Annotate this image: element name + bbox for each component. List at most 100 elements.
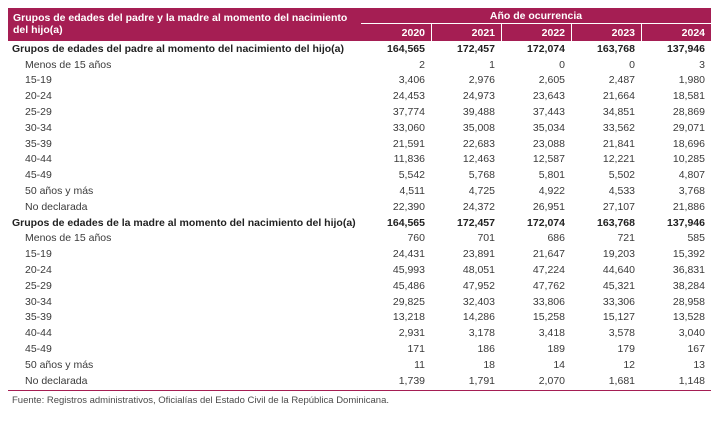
cell-value: 179 xyxy=(617,343,635,356)
row-label: 30-34 xyxy=(25,121,52,134)
table-row: 40-44 11,836 12,463 12,587 12,221 10,285 xyxy=(8,152,711,168)
row-label: 15-19 xyxy=(25,74,52,87)
cell-value: 686 xyxy=(547,232,565,245)
year-group-header: Año de ocurrencia xyxy=(361,8,711,24)
cell-value: 21,664 xyxy=(602,90,635,103)
cell-value: 13 xyxy=(693,358,705,371)
cell-value: 48,051 xyxy=(462,264,495,277)
cell-value: 0 xyxy=(629,58,635,71)
cell-value: 18 xyxy=(483,358,495,371)
table-row: 25-29 45,486 47,952 47,762 45,321 38,284 xyxy=(8,278,711,294)
cell-value: 27,107 xyxy=(602,200,635,213)
cell-value: 33,806 xyxy=(532,295,565,308)
cell-value: 2,976 xyxy=(468,74,495,87)
cell-value: 23,891 xyxy=(462,248,495,261)
cell-value: 3,406 xyxy=(398,74,425,87)
row-label: Grupos de edades de la madre al momento … xyxy=(12,216,356,229)
cell-value: 12,463 xyxy=(462,153,495,166)
row-label: Menos de 15 años xyxy=(25,58,112,71)
cell-value: 585 xyxy=(687,232,705,245)
cell-value: 5,801 xyxy=(538,169,565,182)
row-label: 45-49 xyxy=(25,343,52,356)
cell-value: 1 xyxy=(489,58,495,71)
cell-value: 2,605 xyxy=(538,74,565,87)
cell-value: 137,946 xyxy=(667,216,705,229)
row-label: 35-39 xyxy=(25,137,52,150)
table-row: No declarada 22,390 24,372 26,951 27,107 21,8… xyxy=(8,199,711,215)
table-row: 30-34 29,825 32,403 33,806 33,306 28,958 xyxy=(8,294,711,310)
row-label: 25-29 xyxy=(25,279,52,292)
cell-value: 5,768 xyxy=(468,169,495,182)
cell-value: 37,774 xyxy=(392,106,425,119)
cell-value: 33,306 xyxy=(602,295,635,308)
cell-value: 1,148 xyxy=(678,374,705,387)
cell-value: 14 xyxy=(553,358,565,371)
table-row: 15-19 3,406 2,976 2,605 2,487 1,980 xyxy=(8,73,711,89)
cell-value: 721 xyxy=(617,232,635,245)
cell-value: 172,074 xyxy=(527,42,565,55)
table-row: 45-49 171 186 189 179 167 xyxy=(8,341,711,357)
row-label: Menos de 15 años xyxy=(25,232,112,245)
row-label: 35-39 xyxy=(25,311,52,324)
row-label: 45-49 xyxy=(25,169,52,182)
cell-value: 1,739 xyxy=(398,374,425,387)
cell-value: 2,487 xyxy=(608,74,635,87)
cell-value: 45,993 xyxy=(392,264,425,277)
row-label: 50 años y más xyxy=(25,358,94,371)
table-row: 20-24 24,453 24,973 23,643 21,664 18,581 xyxy=(8,88,711,104)
cell-value: 2,070 xyxy=(538,374,565,387)
row-label: 20-24 xyxy=(25,264,52,277)
row-label: No declarada xyxy=(25,374,88,387)
cell-value: 18,581 xyxy=(672,90,705,103)
cell-value: 171 xyxy=(407,343,425,356)
cell-value: 3,040 xyxy=(678,327,705,340)
table-row: No declarada 1,739 1,791 2,070 1,681 1,148 xyxy=(8,373,711,389)
table-body: Grupos de edades del padre al momento de… xyxy=(8,41,711,389)
cell-value: 2 xyxy=(419,58,425,71)
row-label: 50 años y más xyxy=(25,185,94,198)
year-columns-block: Año de ocurrencia 2020 2021 2022 2023 2024 xyxy=(361,8,711,41)
cell-value: 172,074 xyxy=(527,216,565,229)
cell-value: 45,486 xyxy=(392,279,425,292)
year-column-header: 2020 xyxy=(401,26,425,39)
cell-value: 32,403 xyxy=(462,295,495,308)
cell-value: 172,457 xyxy=(457,42,495,55)
cell-value: 163,768 xyxy=(597,42,635,55)
cell-value: 701 xyxy=(477,232,495,245)
cell-value: 39,488 xyxy=(462,106,495,119)
cell-value: 47,762 xyxy=(532,279,565,292)
cell-value: 21,886 xyxy=(672,200,705,213)
cell-value: 13,218 xyxy=(392,311,425,324)
cell-value: 23,643 xyxy=(532,90,565,103)
table-row: 25-29 37,774 39,488 37,443 34,851 28,869 xyxy=(8,104,711,120)
cell-value: 15,392 xyxy=(672,248,705,261)
cell-value: 1,791 xyxy=(468,374,495,387)
cell-value: 189 xyxy=(547,343,565,356)
cell-value: 5,542 xyxy=(398,169,425,182)
year-column-header: 2022 xyxy=(501,24,571,41)
row-label: 20-24 xyxy=(25,90,52,103)
cell-value: 21,841 xyxy=(602,137,635,150)
cell-value: 38,284 xyxy=(672,279,705,292)
table-row: 30-34 33,060 35,008 35,034 33,562 29,071 xyxy=(8,120,711,136)
table-row: 35-39 21,591 22,683 23,088 21,841 18,696 xyxy=(8,136,711,152)
cell-value: 3,418 xyxy=(538,327,565,340)
table-row: 15-19 24,431 23,891 21,647 19,203 15,392 xyxy=(8,246,711,262)
cell-value: 1,681 xyxy=(608,374,635,387)
cell-value: 12,221 xyxy=(602,153,635,166)
row-label: 30-34 xyxy=(25,295,52,308)
year-column-header: 2024 xyxy=(641,24,711,41)
cell-value: 24,372 xyxy=(462,200,495,213)
cell-value: 0 xyxy=(559,58,565,71)
cell-value: 15,127 xyxy=(602,311,635,324)
cell-value: 3 xyxy=(699,58,705,71)
cell-value: 12 xyxy=(623,358,635,371)
cell-value: 11,836 xyxy=(393,153,425,166)
year-header-row: 2020 2021 2022 2023 2024 xyxy=(361,24,711,41)
cell-value: 18,696 xyxy=(672,137,705,150)
cell-value: 47,952 xyxy=(462,279,495,292)
cell-value: 163,768 xyxy=(597,216,635,229)
cell-value: 172,457 xyxy=(457,216,495,229)
row-label: No declarada xyxy=(25,200,88,213)
cell-value: 35,008 xyxy=(462,121,495,134)
